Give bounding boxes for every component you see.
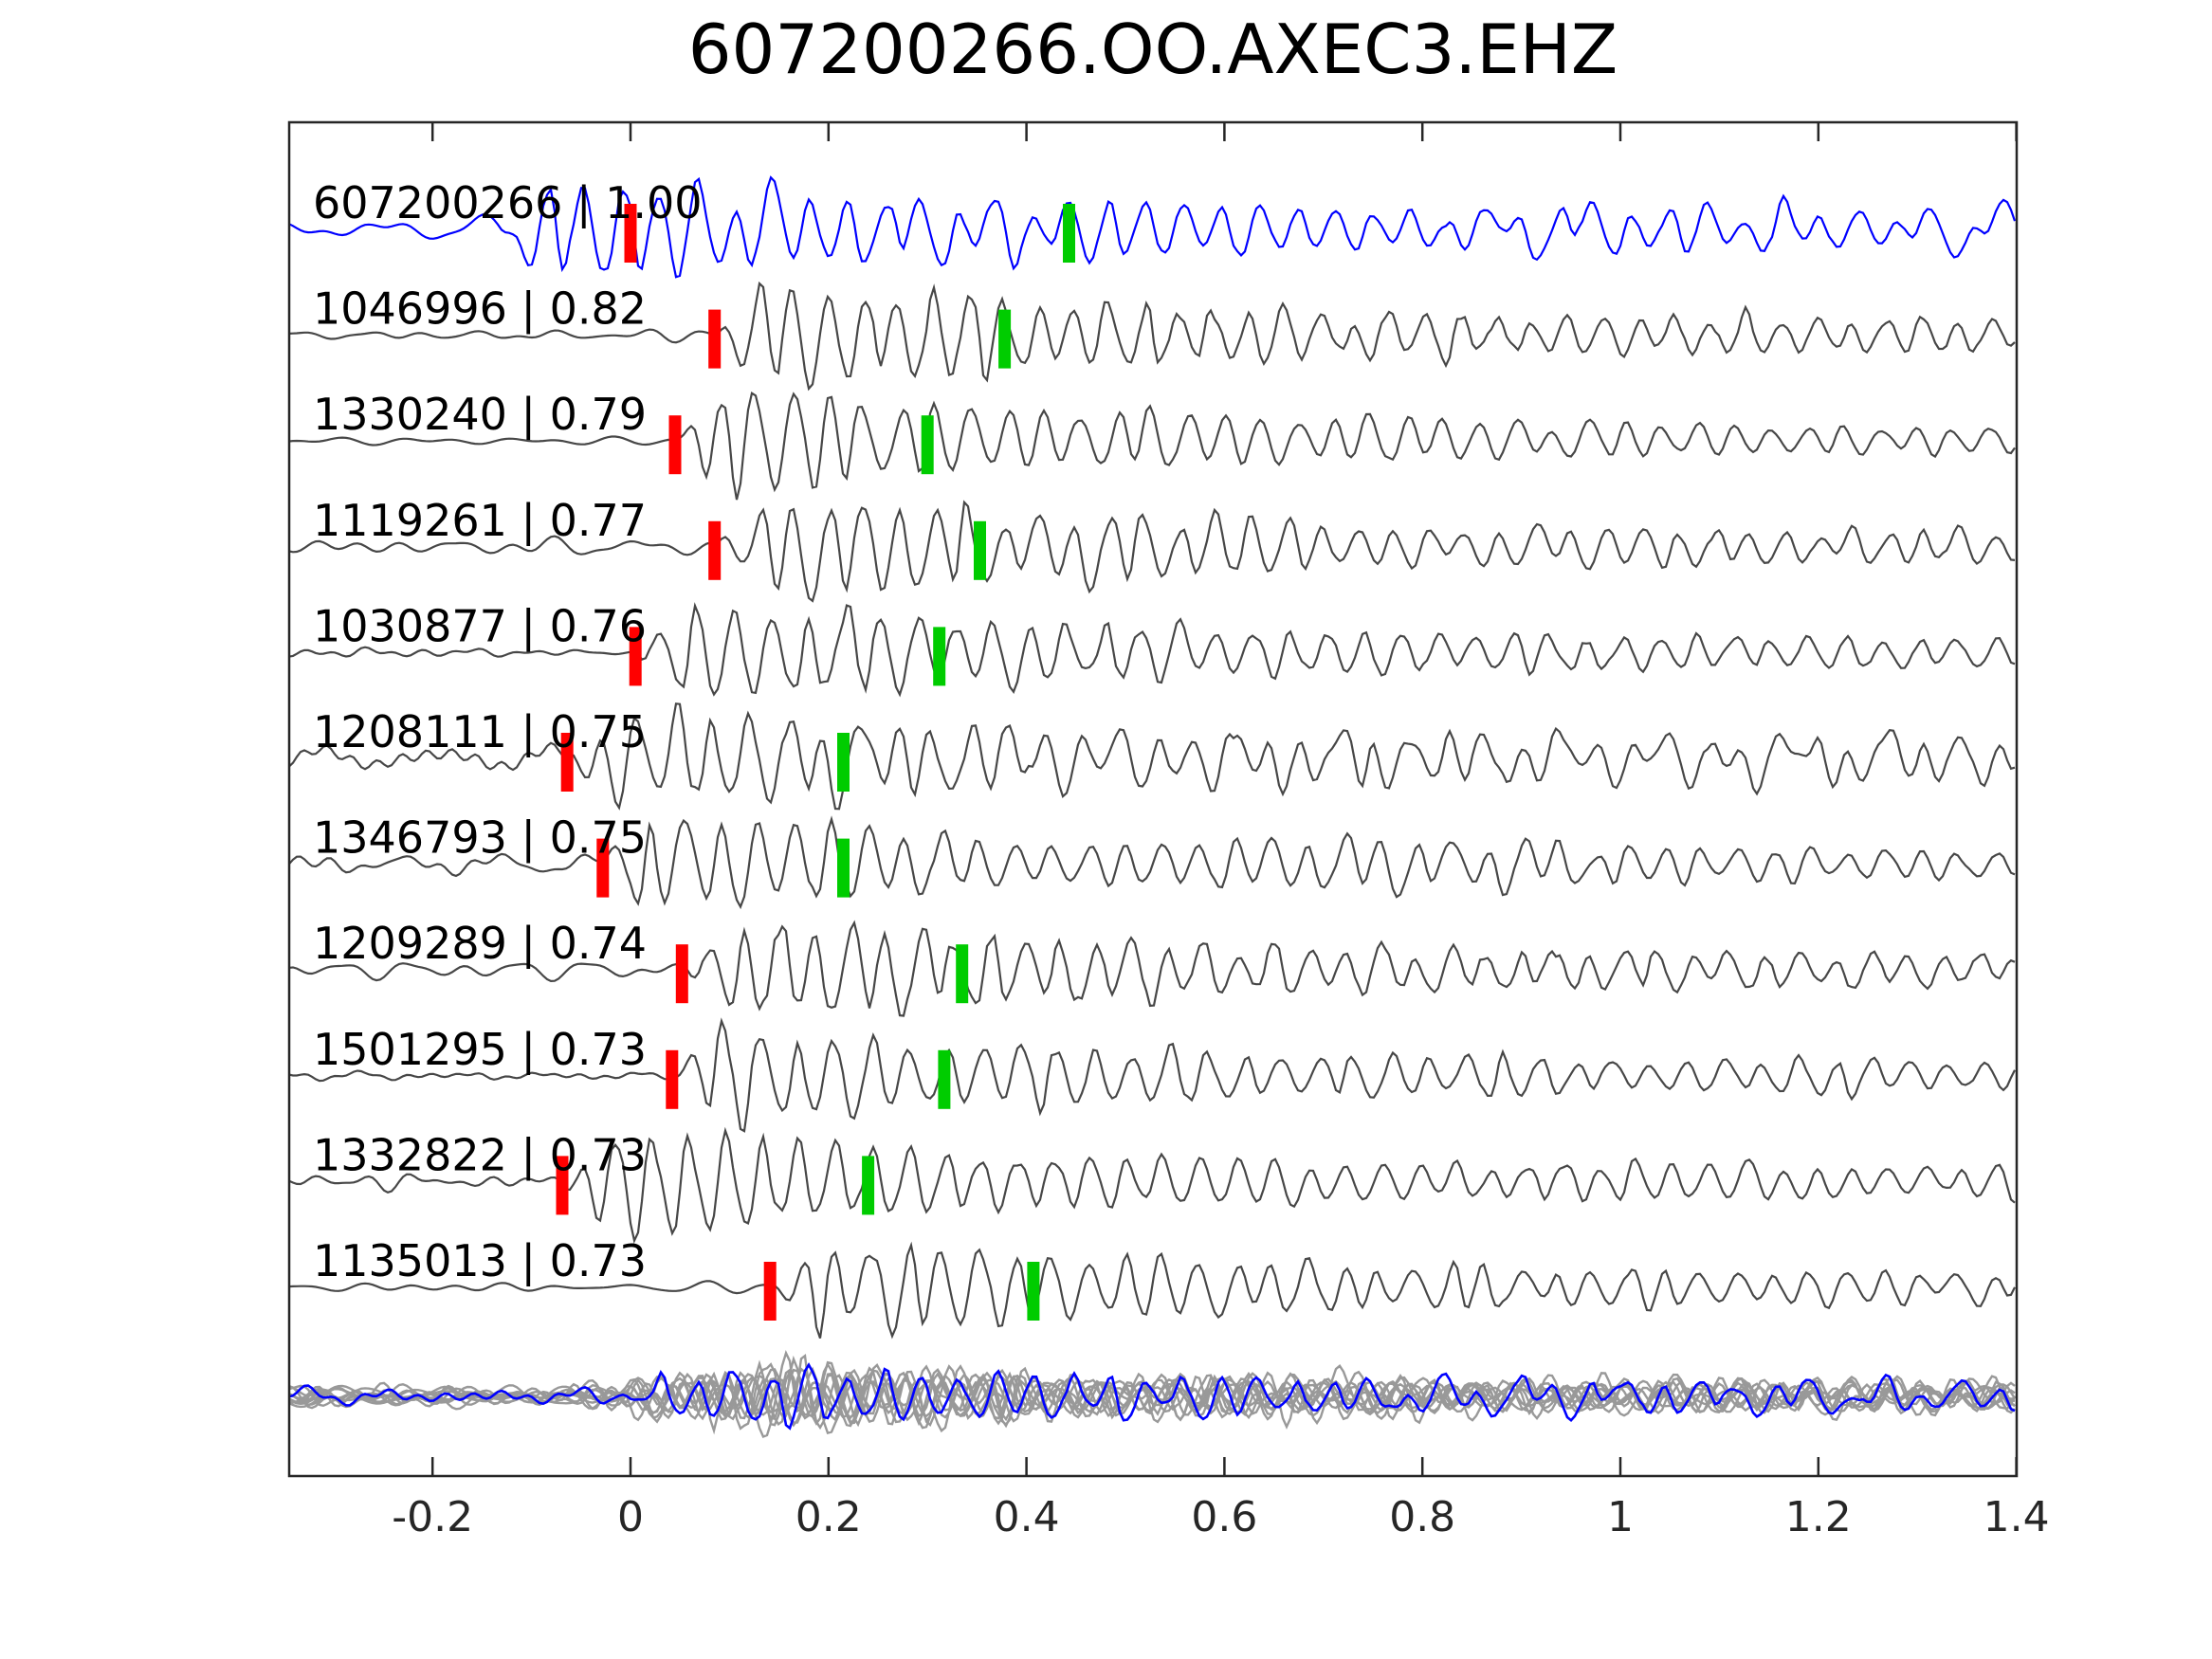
waveform-trace-1346793 — [289, 815, 2016, 910]
overlay-reference-trace — [289, 1362, 2016, 1431]
green-pick-marker — [921, 415, 934, 475]
green-pick-marker — [837, 838, 850, 898]
green-pick-marker — [862, 1156, 875, 1215]
waveform-trace-1030877 — [289, 602, 2016, 698]
trace-label: 1501295 | 0.73 — [313, 1024, 647, 1076]
trace-label: 1209289 | 0.74 — [313, 918, 647, 970]
trace-label: 1330240 | 0.79 — [313, 389, 647, 441]
overlay-gray-trace — [289, 1361, 2016, 1427]
waveform-trace-607200266 — [289, 175, 2017, 279]
waveform-trace-1119261 — [289, 500, 2016, 603]
x-tick-label: 0 — [617, 1493, 644, 1541]
waveform-trace-1208111 — [289, 702, 2016, 811]
x-tick-label: -0.2 — [392, 1493, 473, 1541]
x-tick-label: 0.2 — [795, 1493, 862, 1541]
trace-label: 1208111 | 0.75 — [313, 706, 647, 758]
trace-label: 1119261 | 0.77 — [313, 495, 647, 547]
green-pick-marker — [998, 309, 1012, 369]
waveform-trace-1135013 — [289, 1241, 2016, 1340]
x-tick-label: 1 — [1607, 1493, 1634, 1541]
x-tick-label: 0.4 — [994, 1493, 1060, 1541]
red-pick-marker — [629, 627, 642, 686]
trace-label: 1346793 | 0.75 — [313, 812, 647, 865]
overlay-gray-trace — [289, 1364, 2016, 1424]
axes-layer: -0.2 0 0.2 0.4 0.6 0.8 1 1.2 1.4 — [287, 120, 2050, 1541]
green-pick-marker — [1027, 1262, 1040, 1321]
waveform-trace-1330240 — [289, 392, 2016, 501]
trace-label: 1332822 | 0.73 — [313, 1129, 647, 1181]
x-tick-label: 0.8 — [1389, 1493, 1455, 1541]
red-pick-marker — [596, 838, 610, 898]
trace-label: 607200266 | 1.00 — [313, 177, 703, 229]
green-pick-marker — [938, 1049, 951, 1109]
x-tick-label: 1.2 — [1785, 1493, 1852, 1541]
waveform-trace-1209289 — [289, 920, 2016, 1017]
trace-label-layer: 607200266 | 1.00 1046996 | 0.82 1330240 | … — [313, 177, 703, 1287]
red-pick-marker — [675, 944, 688, 1004]
green-pick-marker — [933, 627, 946, 686]
red-pick-marker — [668, 415, 682, 475]
green-pick-marker — [956, 944, 969, 1004]
trace-label: 1135013 | 0.73 — [313, 1235, 647, 1287]
waveform-layer — [289, 175, 2017, 1439]
green-pick-marker — [974, 520, 986, 580]
trace-label: 1046996 | 0.82 — [313, 283, 647, 336]
red-pick-marker — [666, 1049, 679, 1109]
red-pick-marker — [708, 520, 722, 580]
red-pick-marker — [708, 309, 722, 369]
red-pick-marker — [763, 1262, 777, 1321]
waveform-trace-1501295 — [289, 1017, 2016, 1133]
red-pick-marker — [624, 204, 637, 263]
figure-title: 607200266.OO.AXEC3.EHZ — [687, 9, 1618, 89]
pick-marker-layer — [556, 204, 1075, 1321]
plot-border — [287, 120, 2019, 1478]
x-tick-label: 1.4 — [1983, 1493, 2050, 1541]
waveform-trace-1332822 — [289, 1126, 2016, 1244]
waveform-trace-1046996 — [289, 281, 2016, 392]
trace-label: 1030877 | 0.76 — [313, 600, 647, 652]
x-tick-label: 0.6 — [1191, 1493, 1257, 1541]
green-pick-marker — [1063, 204, 1075, 263]
red-pick-marker — [560, 733, 574, 792]
green-pick-marker — [837, 733, 850, 792]
red-pick-marker — [556, 1156, 569, 1215]
